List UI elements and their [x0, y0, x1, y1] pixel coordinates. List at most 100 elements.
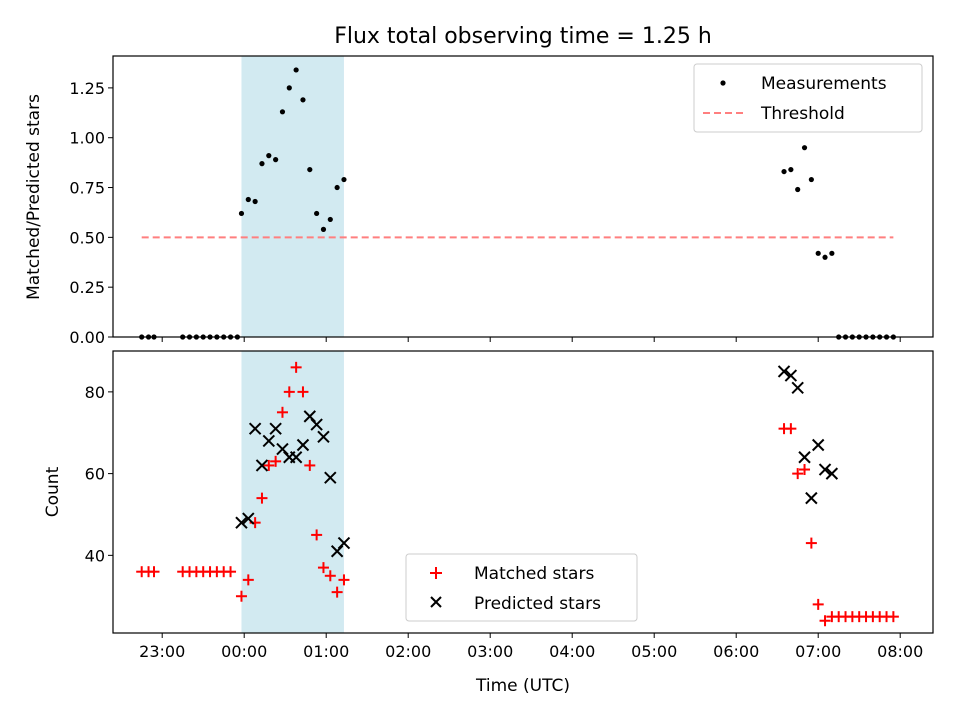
x-axis-label: Time (UTC) [475, 676, 570, 696]
x-tick-label: 00:00 [221, 642, 267, 661]
matched-star-point [785, 423, 797, 435]
predicted-star-point [337, 536, 351, 550]
top-axes-frame [112, 55, 934, 338]
x-b [310, 418, 323, 431]
matched-star-point [235, 590, 247, 602]
bottom-y-ticks: 40 60 80 [85, 383, 113, 565]
x-b [784, 369, 798, 382]
chart-title: Flux total observing time = 1.25 h [334, 24, 712, 49]
x-tick-label: 04:00 [549, 642, 595, 661]
legend-measurements-label: Measurements [761, 74, 887, 94]
x-tick-label: 23:00 [139, 642, 185, 661]
top-x-ticks [161, 337, 901, 342]
x-b [825, 467, 839, 480]
x-b [262, 434, 276, 448]
top-legend: Measurements Threshold [693, 63, 923, 133]
top-legend-frame [693, 63, 923, 133]
matched-star-point [297, 386, 309, 398]
legend-matched-marker [430, 567, 442, 579]
predicted-star-point [818, 463, 832, 476]
bottom-panel: 40 60 80 23:00 00:00 01:00 02:00 03:00 04:00 05:… [43, 350, 934, 696]
x-b [811, 438, 825, 452]
top-shaded-interval [241, 56, 344, 337]
predicted-star-point [798, 451, 811, 464]
x-tick-label: 01:00 [303, 642, 349, 661]
measurement-point [245, 196, 251, 203]
measurement-point [334, 184, 340, 191]
legend-measurements-marker [720, 80, 726, 86]
predicted-star-point [248, 422, 262, 435]
bottom-legend-frame [405, 553, 638, 622]
matched-star-point [338, 574, 350, 586]
x-tick-label: 02:00 [385, 642, 431, 661]
x-b [805, 491, 818, 505]
matched-star-point [805, 537, 817, 549]
predicted-star-point [269, 422, 282, 435]
measurement-point [307, 166, 313, 173]
measurement-point [781, 168, 787, 175]
measurement-point [801, 145, 808, 151]
matched-star-point [819, 615, 831, 627]
y-tick-label: 1.00 [69, 129, 105, 148]
bottom-axes-frame [112, 350, 934, 634]
predicted-star-point [811, 438, 825, 452]
measurement-point [300, 97, 306, 103]
predicted-star-point [791, 381, 804, 394]
x-b [303, 410, 317, 423]
x-b [296, 438, 310, 452]
predicted-star-point [255, 459, 269, 472]
matched-star-point [317, 562, 329, 574]
x-b [269, 422, 282, 435]
measurement-point [788, 166, 794, 173]
matched-star-point [887, 611, 899, 623]
predicted-star-point [784, 369, 798, 382]
matched-star-point [812, 598, 824, 610]
y-tick-label: 0.00 [69, 328, 105, 347]
measurement-point [314, 210, 320, 217]
predicted-star-point [777, 365, 791, 378]
y-tick-label: 60 [85, 465, 105, 484]
measurement-point [829, 250, 835, 256]
y-tick-label: 1.25 [69, 79, 105, 98]
x-b [248, 422, 262, 435]
predicted-star-point [289, 451, 303, 464]
matched-star-point [242, 574, 254, 586]
x-b [276, 442, 289, 456]
legend-predicted-label: Predicted stars [474, 594, 601, 614]
measurement-point [815, 250, 821, 256]
x-b [235, 516, 248, 529]
x-tick-label: 07:00 [795, 642, 841, 661]
top-y-axis-label: Matched/Predicted stars [24, 94, 44, 300]
matched-star-point [256, 492, 268, 504]
bottom-y-axis-label: Count [43, 466, 63, 517]
measurement-point [252, 198, 258, 205]
measurement-point [327, 216, 333, 223]
matched-star-point [225, 566, 237, 578]
x-tick-label: 03:00 [467, 642, 513, 661]
predicted-star-point [324, 471, 337, 484]
x-b [798, 451, 811, 464]
measurement-point [259, 161, 265, 167]
x-b [317, 430, 330, 444]
matched-star-point [311, 529, 323, 541]
predicted-star-point [262, 434, 276, 448]
legend-predicted-marker [430, 596, 442, 608]
legend-threshold-label: Threshold [760, 104, 845, 124]
matched-star-point [324, 570, 336, 582]
matched-star-point [792, 468, 804, 480]
x-b [777, 365, 791, 378]
x-b [242, 512, 255, 525]
measurement-point [273, 157, 279, 163]
measurement-point [293, 67, 299, 73]
x-tick-label: 08:00 [877, 642, 923, 661]
predicted-star-point [235, 516, 248, 529]
matched-star-point [799, 464, 811, 476]
bottom-shaded-interval [241, 351, 344, 633]
measurement-point [808, 176, 814, 183]
measurement-point [238, 210, 245, 217]
legend-matched-label: Matched stars [474, 564, 594, 584]
matched-star-point [283, 386, 295, 398]
measurement-point [279, 109, 286, 115]
x-b [791, 381, 804, 394]
predicted-star-point [310, 418, 323, 431]
